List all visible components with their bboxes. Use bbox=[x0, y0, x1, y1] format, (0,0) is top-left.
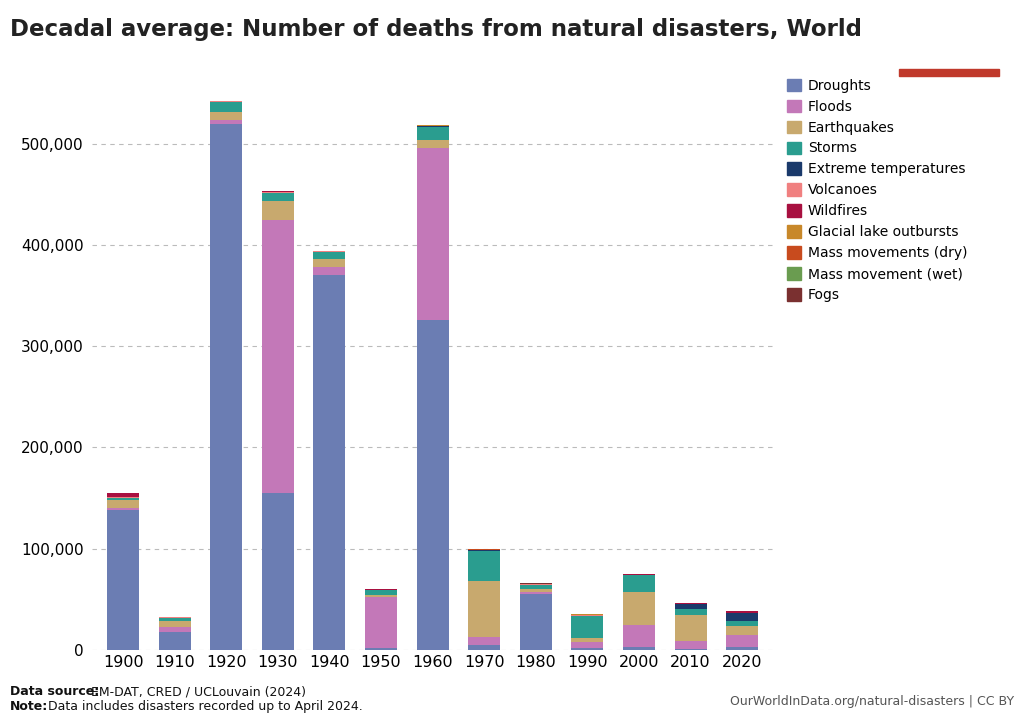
Bar bbox=[108, 510, 139, 650]
Text: EM-DAT, CRED / UCLouvain (2024): EM-DAT, CRED / UCLouvain (2024) bbox=[87, 685, 306, 698]
Bar bbox=[366, 590, 397, 595]
Bar bbox=[313, 267, 345, 275]
Bar bbox=[159, 627, 190, 632]
Bar bbox=[417, 126, 449, 140]
Bar bbox=[417, 140, 449, 148]
Bar bbox=[726, 621, 758, 626]
Bar bbox=[108, 498, 139, 500]
Bar bbox=[108, 493, 139, 497]
Bar bbox=[313, 275, 345, 650]
Bar bbox=[623, 625, 655, 647]
Bar bbox=[623, 591, 655, 625]
Bar bbox=[623, 647, 655, 650]
Text: Data includes disasters recorded up to April 2024.: Data includes disasters recorded up to A… bbox=[44, 700, 362, 713]
Bar bbox=[262, 219, 294, 493]
Bar bbox=[675, 640, 707, 649]
Bar bbox=[262, 191, 294, 193]
Bar bbox=[159, 619, 190, 622]
Bar bbox=[468, 581, 500, 637]
Text: Our World: Our World bbox=[915, 28, 983, 41]
Bar bbox=[313, 252, 345, 259]
Text: Note:: Note: bbox=[10, 700, 48, 713]
Bar bbox=[571, 642, 603, 648]
Bar bbox=[675, 609, 707, 615]
Bar bbox=[726, 635, 758, 647]
Bar bbox=[520, 592, 552, 594]
Bar bbox=[262, 193, 294, 201]
Bar bbox=[210, 101, 243, 102]
Bar bbox=[159, 617, 190, 618]
Bar bbox=[366, 595, 397, 597]
Bar bbox=[210, 103, 243, 113]
Bar bbox=[520, 585, 552, 588]
Bar bbox=[675, 649, 707, 650]
Bar bbox=[571, 638, 603, 642]
Bar bbox=[210, 113, 243, 121]
Bar bbox=[675, 604, 707, 609]
Bar bbox=[417, 320, 449, 650]
Bar bbox=[726, 626, 758, 635]
Bar bbox=[468, 637, 500, 645]
Bar bbox=[366, 648, 397, 650]
Text: in Data: in Data bbox=[926, 47, 973, 60]
Bar bbox=[210, 123, 243, 650]
Bar bbox=[623, 575, 655, 591]
Bar bbox=[468, 551, 500, 581]
Bar bbox=[108, 508, 139, 510]
Bar bbox=[262, 201, 294, 219]
Legend: Droughts, Floods, Earthquakes, Storms, Extreme temperatures, Volcanoes, Wildfire: Droughts, Floods, Earthquakes, Storms, E… bbox=[786, 79, 968, 302]
Bar bbox=[520, 594, 552, 650]
Bar bbox=[726, 611, 758, 613]
Text: Decadal average: Number of deaths from natural disasters, World: Decadal average: Number of deaths from n… bbox=[10, 18, 862, 41]
Bar bbox=[571, 648, 603, 650]
Bar bbox=[417, 148, 449, 320]
Bar bbox=[726, 613, 758, 621]
Bar bbox=[366, 597, 397, 648]
Bar bbox=[520, 588, 552, 592]
Bar bbox=[675, 615, 707, 640]
Bar bbox=[468, 645, 500, 650]
Text: Data source:: Data source: bbox=[10, 685, 99, 698]
Bar bbox=[210, 121, 243, 123]
Text: OurWorldInData.org/natural-disasters | CC BY: OurWorldInData.org/natural-disasters | C… bbox=[730, 695, 1014, 708]
Bar bbox=[899, 69, 999, 76]
Bar bbox=[726, 647, 758, 650]
Bar bbox=[159, 632, 190, 650]
Bar bbox=[108, 500, 139, 508]
Bar bbox=[159, 622, 190, 627]
Bar bbox=[262, 493, 294, 650]
Bar bbox=[313, 259, 345, 267]
Bar bbox=[571, 616, 603, 638]
